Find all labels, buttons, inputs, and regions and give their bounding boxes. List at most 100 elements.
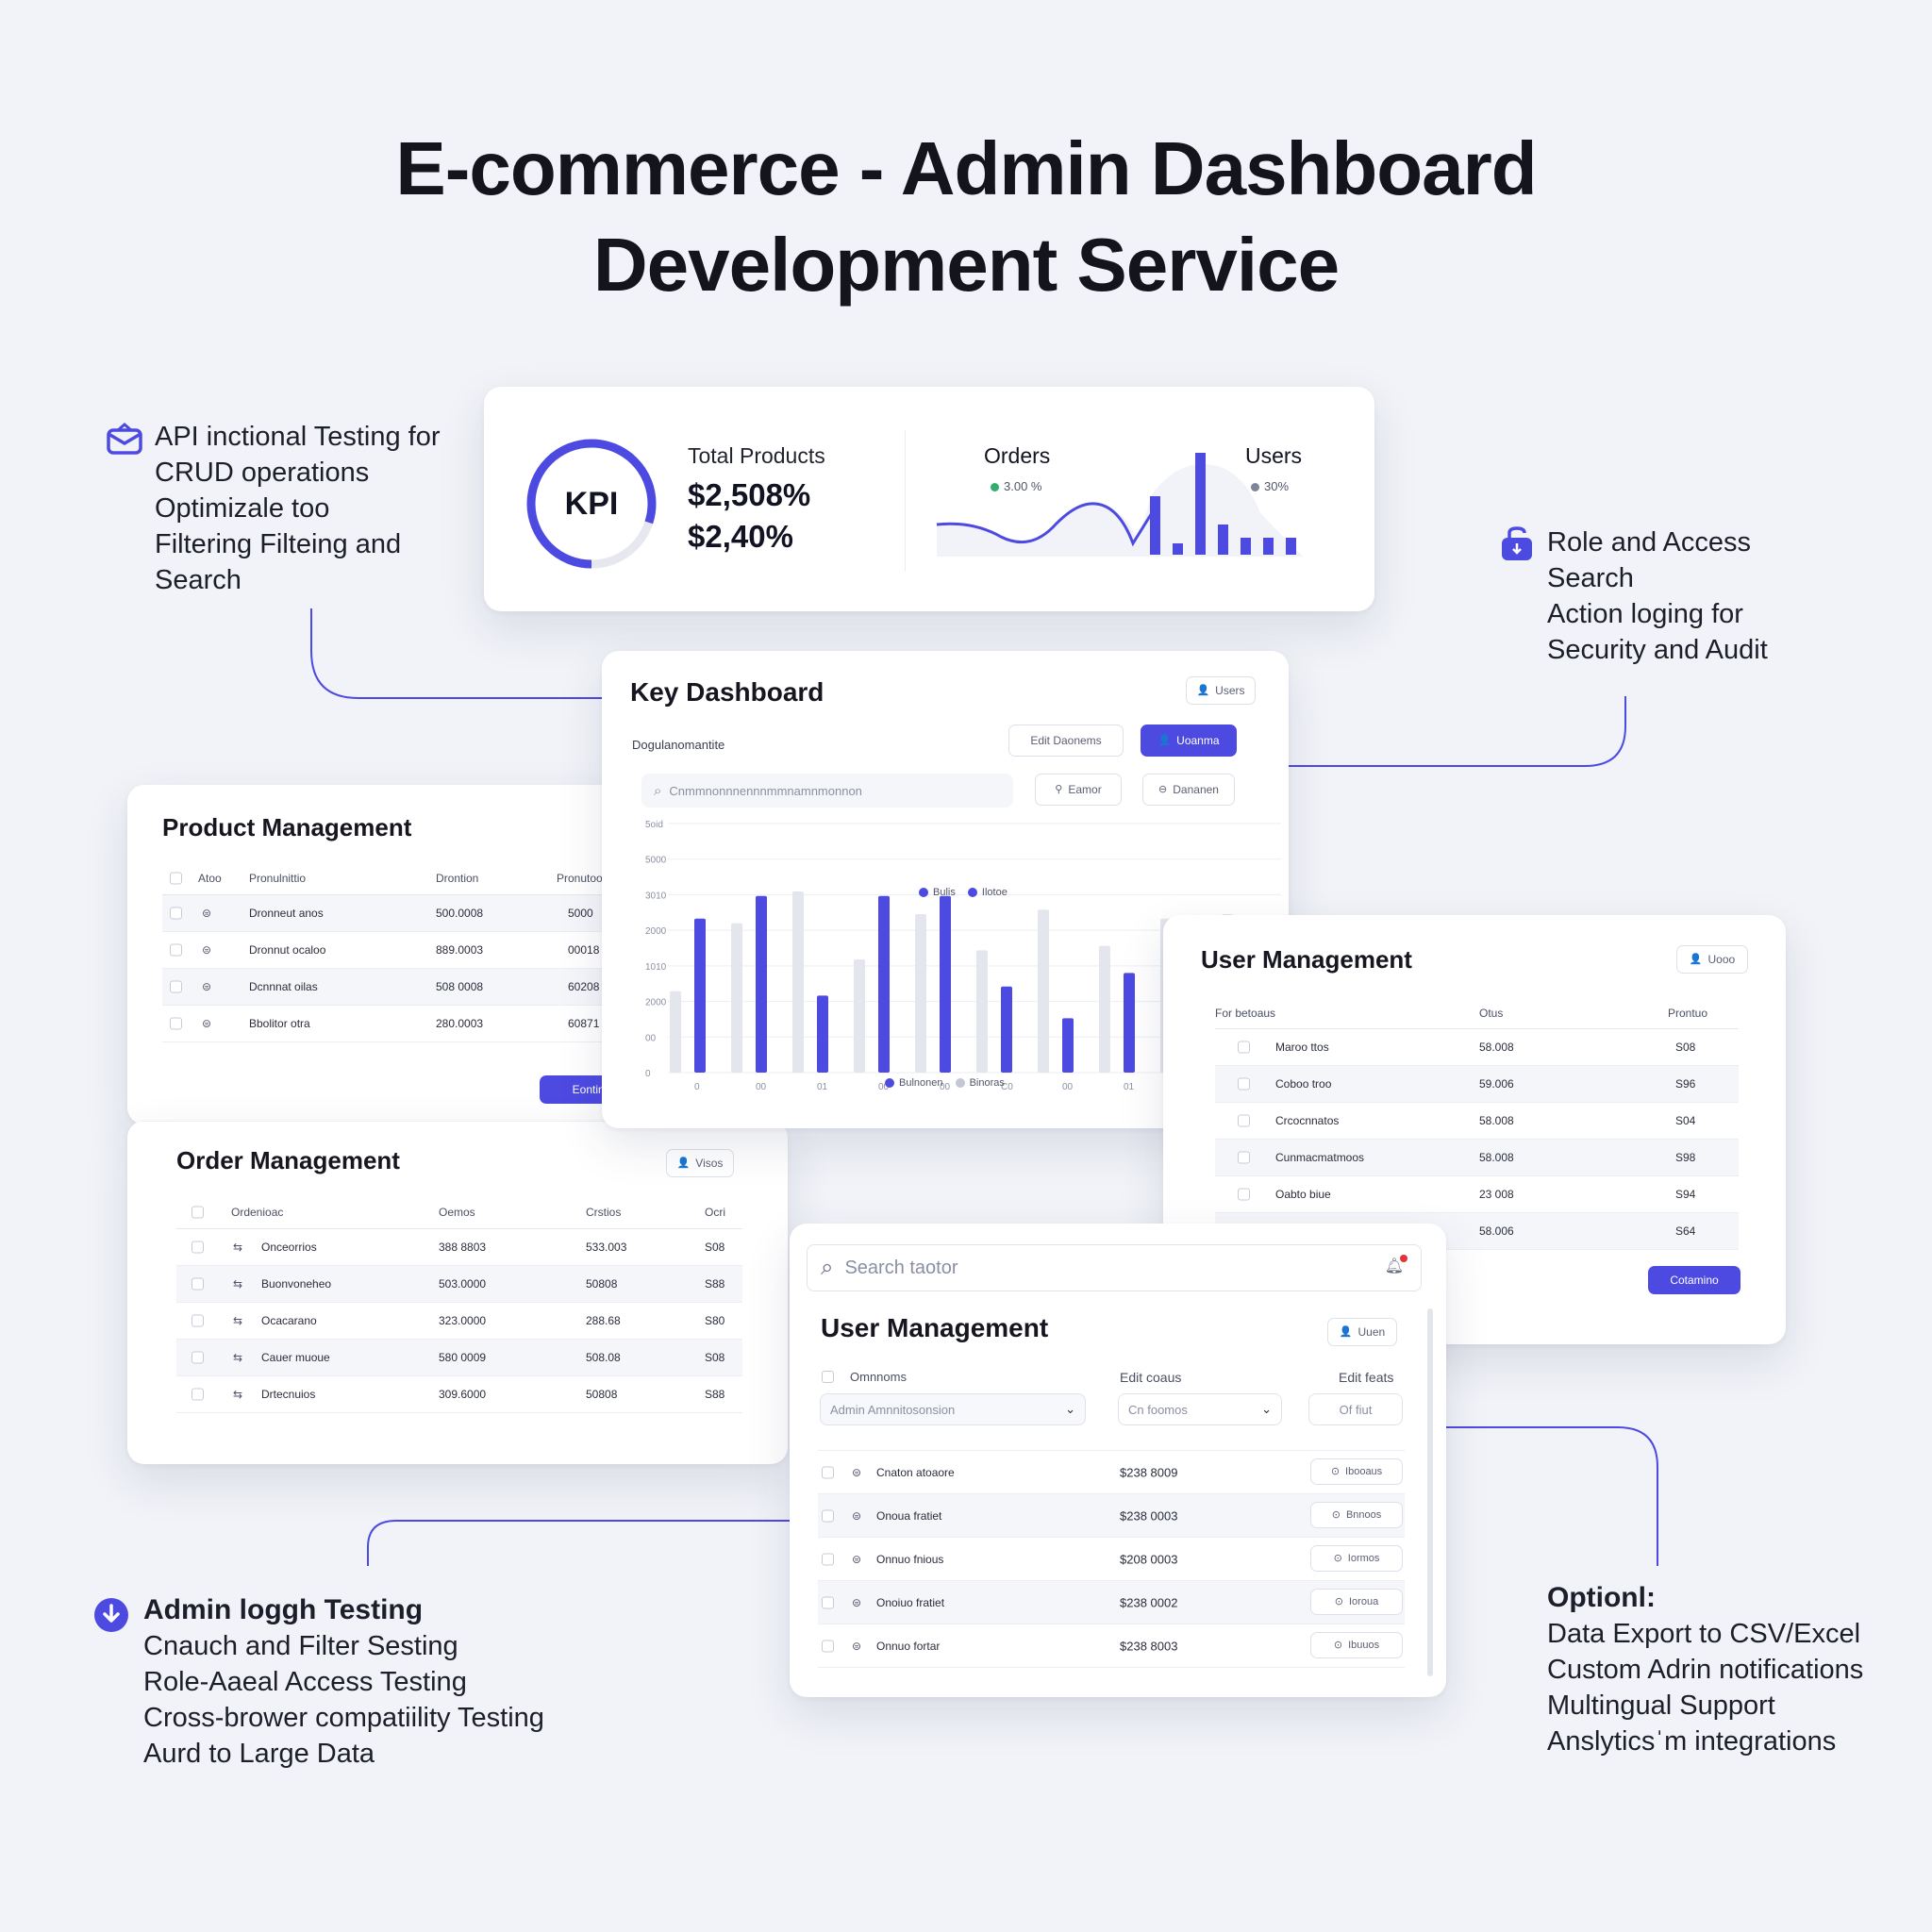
bar-primary[interactable] <box>1124 973 1135 1073</box>
bar-primary[interactable] <box>694 918 706 1073</box>
bar-secondary[interactable] <box>1038 909 1049 1073</box>
bar-secondary[interactable] <box>915 914 926 1073</box>
bar-primary[interactable] <box>756 895 767 1073</box>
table-row[interactable]: Oabto biue 23 008 S94 <box>1215 1176 1739 1213</box>
order-name: Ocacarano <box>261 1314 317 1327</box>
table-row[interactable]: ⊜ Cnaton atoaore $238 8009 ⊙ Ibooaus <box>818 1450 1405 1494</box>
row-action-button[interactable]: ⊙ Bnnoos <box>1310 1502 1403 1528</box>
table-row[interactable]: ⊜ Dronnut ocaloo 889.0003 00018 <box>162 932 728 969</box>
row-checkbox[interactable] <box>170 943 182 957</box>
column-header[interactable]: Ocri <box>705 1206 725 1219</box>
row-action-button[interactable]: ⊙ Ibooaus <box>1310 1458 1403 1485</box>
row-checkbox[interactable] <box>192 1277 204 1291</box>
user-name: Onoua fratiet <box>876 1508 942 1523</box>
table-row[interactable]: ⊜ Bbolitor otra 280.0003 60871 <box>162 1006 728 1042</box>
role-select[interactable]: Admin Amnnitosonsion ⌄ <box>820 1393 1086 1425</box>
row-checkbox[interactable] <box>822 1596 834 1608</box>
table-row[interactable]: ⊜ Onnuo fnious $208 0003 ⊙ Iormos <box>818 1538 1405 1581</box>
bar-secondary[interactable] <box>731 923 742 1073</box>
scrollbar[interactable] <box>1427 1308 1433 1676</box>
table-row[interactable]: ⊜ Onoua fratiet $238 0003 ⊙ Bnnoos <box>818 1494 1405 1538</box>
row-checkbox[interactable] <box>822 1509 834 1522</box>
user-button[interactable]: 👤 Uooo <box>1676 945 1748 974</box>
column-header[interactable]: Otus <box>1479 1007 1504 1020</box>
bar-secondary[interactable] <box>854 959 865 1073</box>
bar-secondary[interactable] <box>792 891 804 1073</box>
row-checkbox[interactable] <box>170 907 182 920</box>
select-all-checkbox[interactable] <box>192 1206 204 1219</box>
bar-primary[interactable] <box>878 895 890 1073</box>
row-checkbox[interactable] <box>822 1553 834 1565</box>
row-checkbox[interactable] <box>1238 1114 1250 1127</box>
row-checkbox[interactable] <box>822 1466 834 1478</box>
status-select[interactable]: Cn foomos ⌄ <box>1118 1393 1282 1425</box>
column-header[interactable]: Prontuo <box>1668 1007 1708 1020</box>
row-checkbox[interactable] <box>192 1351 204 1364</box>
table-row[interactable]: ⇆ Onceorrios 388 8803 533.003 S08 <box>176 1229 742 1266</box>
row-checkbox[interactable] <box>192 1241 204 1254</box>
orders-change-value: 3.00 % <box>1004 479 1042 493</box>
row-checkbox[interactable] <box>1238 1188 1250 1201</box>
filter-button[interactable]: ⚲ Eamor <box>1035 774 1122 806</box>
column-header[interactable]: For betoaus <box>1215 1007 1276 1020</box>
row-checkbox[interactable] <box>1238 1151 1250 1164</box>
user-amount: $238 0002 <box>1120 1595 1178 1609</box>
product-extra: 60871 <box>568 1017 600 1030</box>
bar-primary[interactable] <box>1062 1018 1074 1073</box>
column-header[interactable]: Crstios <box>586 1206 622 1219</box>
users-button[interactable]: 👤 Users <box>1186 676 1256 705</box>
table-row[interactable]: ⊜ Onnuo fortar $238 8003 ⊙ Ibuuos <box>818 1624 1405 1668</box>
user-search-input[interactable]: ⌕ Search taotor 🔔︎ <box>807 1244 1422 1291</box>
user-name: Coboo troo <box>1275 1077 1332 1091</box>
select-all-checkbox[interactable] <box>822 1371 834 1383</box>
table-row[interactable]: Cunmacmatmoos 58.008 S98 <box>1215 1140 1739 1176</box>
filter-input[interactable]: Of fiut <box>1308 1393 1403 1425</box>
row-action-button[interactable]: ⊙ Iormos <box>1310 1545 1403 1572</box>
bar-primary[interactable] <box>1001 986 1012 1073</box>
row-checkbox[interactable] <box>192 1388 204 1401</box>
row-checkbox[interactable] <box>822 1640 834 1652</box>
table-row[interactable]: ⇆ Drtecnuios 309.6000 50808 S88 <box>176 1376 742 1413</box>
column-header[interactable]: Atoo <box>198 872 222 885</box>
user-icon: 👤 <box>1158 734 1172 746</box>
table-row[interactable]: ⇆ Ocacarano 323.0000 288.68 S80 <box>176 1303 742 1340</box>
x-tick-label: 0 <box>694 1082 700 1092</box>
button-label: Ibuuos <box>1348 1640 1380 1651</box>
column-header[interactable]: Oemos <box>439 1206 475 1219</box>
table-row[interactable]: ⇆ Buonvoneheo 503.0000 50808 S88 <box>176 1266 742 1303</box>
select-all-checkbox[interactable] <box>170 872 182 885</box>
table-row[interactable]: Maroo ttos 58.008 S08 <box>1215 1029 1739 1066</box>
settings-button[interactable]: ⊖ Dananen <box>1142 774 1235 806</box>
row-icon: ⇆ <box>233 1314 243 1327</box>
row-checkbox[interactable] <box>192 1314 204 1327</box>
bar-secondary[interactable] <box>1099 945 1110 1073</box>
notification-bell-icon[interactable]: 🔔︎ <box>1385 1255 1407 1275</box>
card-title: User Management <box>821 1313 1049 1342</box>
primary-action-button[interactable]: 👤 Uoanma <box>1141 724 1237 757</box>
dashboard-search-input[interactable]: ⌕ Cnmmnonnnennnmmnamnmonnon <box>641 774 1013 808</box>
legend-label: Bulnonen <box>899 1077 943 1089</box>
bar-secondary[interactable] <box>670 991 681 1073</box>
row-checkbox[interactable] <box>1238 1041 1250 1054</box>
bar-primary[interactable] <box>940 895 951 1073</box>
row-action-button[interactable]: ⊙ Ioroua <box>1310 1589 1403 1615</box>
column-header[interactable]: Drontion <box>436 872 479 885</box>
edit-button[interactable]: Edit Daonems <box>1008 724 1124 757</box>
row-checkbox[interactable] <box>1238 1077 1250 1091</box>
row-action-button[interactable]: ⊙ Ibuuos <box>1310 1632 1403 1658</box>
user-button[interactable]: 👤 Uuen <box>1327 1318 1397 1346</box>
table-row[interactable]: ⊜ Onoiuo fratiet $238 0002 ⊙ Ioroua <box>818 1581 1405 1624</box>
user-continue-button[interactable]: Cotamino <box>1648 1266 1740 1294</box>
table-row[interactable]: Coboo troo 59.006 S96 <box>1215 1066 1739 1103</box>
bar-primary[interactable] <box>817 995 828 1073</box>
column-header[interactable]: Pronutoo <box>557 872 603 885</box>
table-row[interactable]: Crcocnnatos 58.008 S04 <box>1215 1103 1739 1140</box>
order-users-button[interactable]: 👤 Visos <box>666 1149 734 1177</box>
y-tick-label: 1010 <box>645 962 667 973</box>
row-checkbox[interactable] <box>170 1017 182 1030</box>
column-header[interactable]: Ordenioac <box>231 1206 284 1219</box>
table-row[interactable]: ⇆ Cauer muoue 580 0009 508.08 S08 <box>176 1340 742 1376</box>
column-header[interactable]: Pronulnittio <box>249 872 307 885</box>
bar-secondary[interactable] <box>976 950 988 1073</box>
row-checkbox[interactable] <box>170 980 182 993</box>
